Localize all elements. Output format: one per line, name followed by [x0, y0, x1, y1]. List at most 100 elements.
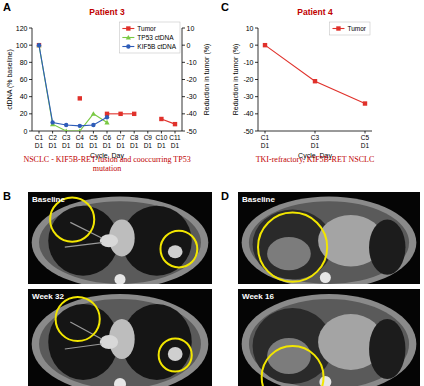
ct-lesion — [267, 338, 311, 374]
legend: TumorTP53 ctDNAKIF5B ctDNA — [119, 22, 180, 53]
ct-body — [242, 294, 417, 386]
legend-box — [329, 22, 370, 35]
annotation-line: TKI-refractory, KIF5B-RET NSCLC — [256, 155, 375, 164]
y-axis-title: Reduction in tumor (%) — [232, 44, 240, 116]
ct-tissue — [39, 201, 201, 284]
data-point — [104, 120, 109, 125]
y-tick-label: 120 — [16, 25, 28, 32]
data-point — [313, 79, 317, 83]
data-point — [78, 96, 82, 100]
annotation-line: mutation — [93, 164, 121, 173]
ct-lesion — [168, 347, 183, 361]
x-tick-label-line: C5 — [361, 134, 370, 141]
chart-title: Patient 4 — [297, 7, 333, 17]
x-tick-label-line: D1 — [361, 142, 370, 149]
ct-tissue — [39, 299, 201, 386]
y-tick — [29, 131, 32, 132]
x-tick-label-line: C3 — [62, 134, 71, 141]
ct-scan — [28, 289, 212, 386]
x-tick-label: C6D1 — [103, 134, 112, 149]
x-tick-label: C3D1 — [62, 134, 71, 149]
ct-spine — [319, 376, 331, 386]
legend-marker — [126, 35, 131, 40]
data-point — [36, 43, 41, 48]
data-point — [173, 122, 177, 126]
y-tick — [29, 45, 32, 46]
ct-scan — [28, 192, 212, 284]
y2-tick-label: 10 — [187, 25, 195, 32]
data-point — [37, 43, 41, 47]
data-point — [37, 43, 41, 47]
y2-tick — [182, 45, 185, 46]
x-tick-label-line: C3 — [311, 134, 320, 141]
legend-marker — [126, 26, 130, 30]
x-tick-label-line: D1 — [103, 142, 112, 149]
legend: Tumor — [329, 22, 370, 35]
ct-body — [32, 294, 209, 386]
ct-scan — [238, 289, 420, 386]
y-tick — [255, 28, 258, 29]
series-line — [265, 45, 365, 103]
x-tick-label: C8D1 — [130, 134, 139, 149]
chart-title: Patient 3 — [89, 7, 125, 17]
x-tick-label-line: C4 — [76, 134, 85, 141]
data-point — [64, 128, 69, 131]
image-caption: Week 16 — [242, 292, 274, 301]
legend-label: TP53 ctDNA — [137, 34, 174, 41]
series-line — [39, 45, 107, 131]
y-tick — [255, 131, 258, 132]
ct-vessel — [100, 335, 118, 349]
x-tick-label-line: D1 — [62, 142, 71, 149]
y2-tick-label: -40 — [187, 110, 197, 117]
x-tick-label-line: C1 — [35, 134, 44, 141]
x-tick-label-line: D1 — [116, 142, 125, 149]
x-tick-label-line: D1 — [311, 142, 320, 149]
legend-marker — [336, 26, 340, 30]
x-tick-label: C7D1 — [116, 134, 125, 149]
y-tick-label: 20 — [20, 110, 28, 117]
ct-lesion — [267, 237, 311, 270]
ct-tissue — [249, 201, 409, 284]
image-panel: BBaselineWeek 32 — [3, 190, 212, 386]
x-tick-label-line: C9 — [144, 134, 153, 141]
y2-tick-label: -20 — [187, 76, 197, 83]
data-point — [263, 43, 267, 47]
x-tick-label-line: C7 — [116, 134, 125, 141]
image-panel: DBaselineWeek 16 — [221, 190, 420, 386]
legend-marker — [126, 44, 130, 48]
x-tick-label: C4D1 — [76, 134, 85, 149]
data-point — [118, 112, 122, 116]
y-tick-label: -40 — [243, 110, 253, 117]
y2-axis-title: Reduction in tumor (%) — [203, 44, 211, 116]
ct-lung — [48, 206, 118, 276]
y-tick — [255, 62, 258, 63]
x-tick-label: C1D1 — [261, 134, 270, 149]
image-caption: Week 32 — [32, 292, 64, 301]
y-tick — [29, 96, 32, 97]
y2-tick-label: 0 — [187, 42, 191, 49]
y2-tick — [182, 28, 185, 29]
ct-body — [32, 197, 209, 284]
y2-tick — [182, 79, 185, 80]
x-tick-label-line: C2 — [48, 134, 57, 141]
x-tick-label-line: D1 — [130, 142, 139, 149]
y-tick-label: -10 — [243, 59, 253, 66]
x-tick-label: C1D1 — [35, 134, 44, 149]
ct-tissue — [249, 299, 409, 386]
data-point — [77, 128, 82, 131]
annotation-line: NSCLC - KIF5B-RET fusion and cooccurring… — [23, 155, 190, 164]
x-tick-label-line: D1 — [35, 142, 44, 149]
legend-label: Tumor — [347, 25, 366, 32]
x-tick-label-line: C11 — [169, 134, 181, 141]
data-point — [105, 115, 109, 119]
x-tick-label-line: D1 — [171, 142, 180, 149]
image-caption: Baseline — [32, 195, 65, 204]
x-tick-label-line: D1 — [48, 142, 57, 149]
data-point — [363, 101, 367, 105]
x-tick-label-line: D1 — [144, 142, 153, 149]
x-tick-label-line: C1 — [261, 134, 270, 141]
x-tick-label-line: D1 — [261, 142, 270, 149]
y2-tick — [182, 62, 185, 63]
y2-tick-label: -10 — [187, 59, 197, 66]
ct-spine — [114, 378, 126, 386]
